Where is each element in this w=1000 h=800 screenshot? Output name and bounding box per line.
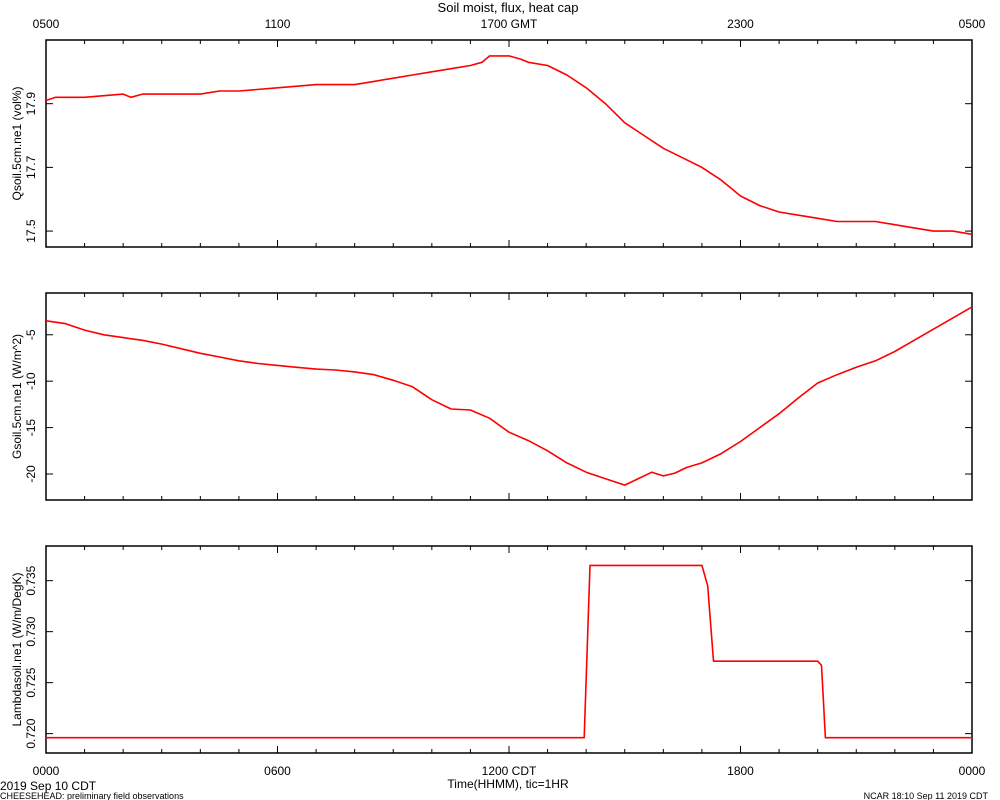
data-series-line [46, 564, 972, 739]
top-tick-label: 2300 [727, 17, 754, 31]
y-axis-label: Qsoil.5cm.ne1 (vol%) [10, 86, 24, 200]
y-tick-label: 17.7 [24, 155, 38, 179]
plot-frame [45, 39, 973, 248]
chart-title: Soil moist, flux, heat cap [438, 0, 579, 15]
y-tick-label: 0.735 [24, 565, 38, 595]
plot-frame [45, 545, 973, 754]
x-tick-label: 1800 [727, 764, 754, 778]
x-tick-label: 1200 CDT [482, 764, 537, 778]
x-tick-label: 0000 [33, 764, 60, 778]
y-tick-label: 0.725 [24, 667, 38, 697]
top-tick-label: 0500 [959, 17, 986, 31]
x-tick-label: 0000 [959, 764, 986, 778]
x-tick-label: 0600 [264, 764, 291, 778]
plot-frame [45, 292, 973, 501]
y-tick-label: -15 [24, 419, 38, 437]
y-tick-label: -20 [24, 465, 38, 483]
y-axis-label: Lambdasoil.ne1 (W/m/DegK) [10, 572, 24, 726]
data-series-line [45, 55, 973, 236]
top-tick-label: 1700 GMT [481, 17, 538, 31]
top-tick-label: 1100 [265, 17, 291, 31]
y-tick-label: 0.730 [24, 616, 38, 646]
footer-stamp-label: NCAR 18:10 Sep 11 2019 CDT [864, 791, 989, 800]
y-axis-label: Gsoil.5cm.ne1 (W/m^2) [10, 334, 24, 459]
y-tick-label: 17.5 [24, 219, 38, 243]
y-tick-label: 0.720 [24, 718, 38, 748]
data-series-line [45, 306, 973, 486]
footer-date-label: 2019 Sep 10 CDT [0, 779, 97, 793]
top-tick-label: 0500 [33, 17, 60, 31]
y-tick-label: -5 [24, 329, 38, 340]
footer-project-label: CHEESEHEAD: preliminary field observatio… [0, 791, 184, 800]
y-tick-label: 17.9 [24, 92, 38, 116]
x-axis-label: Time(HHMM), tic=1HR [447, 777, 569, 791]
y-tick-label: -10 [24, 372, 38, 390]
